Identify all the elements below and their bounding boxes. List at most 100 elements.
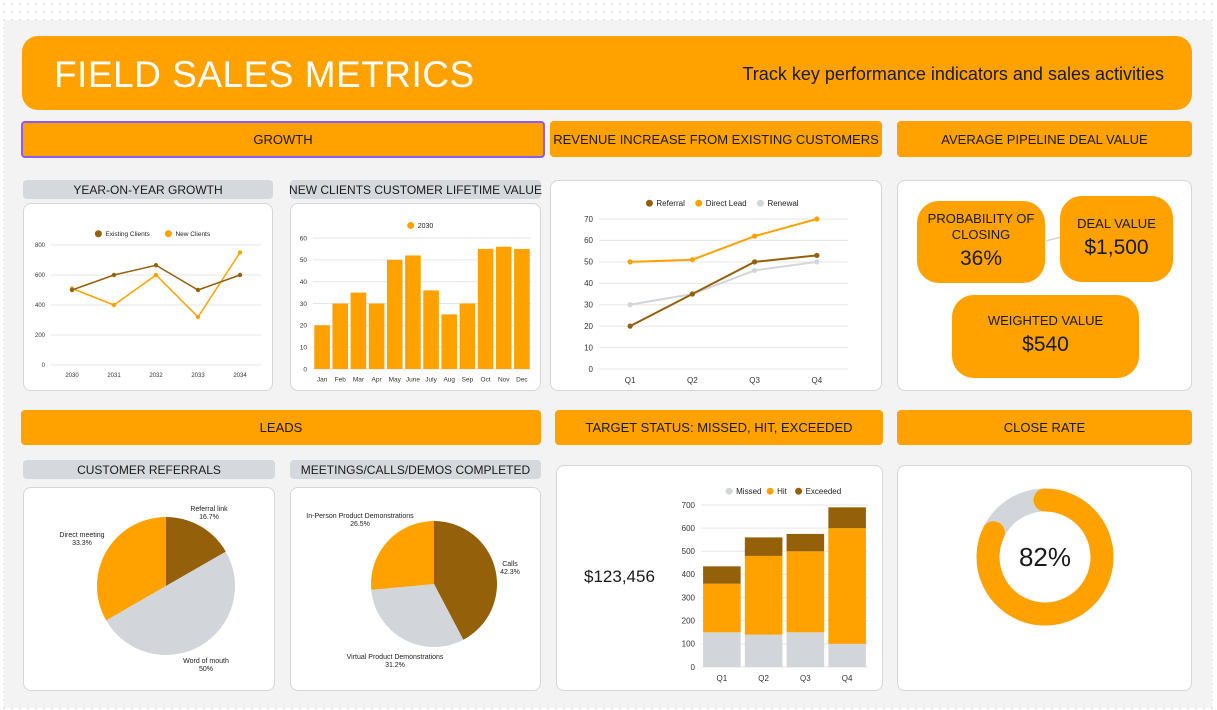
clv-ytick-2: 20 <box>300 323 308 330</box>
clv-ytick-3: 30 <box>300 301 308 308</box>
clv-bar-0-2 <box>350 292 367 369</box>
clv-ytick-0: 0 <box>303 366 307 373</box>
section-header-target[interactable]: TARGET STATUS: MISSED, HIT, EXCEEDED <box>555 410 883 445</box>
meetings-chart-card: Calls 42.3% Virtual Product Demonstrations… <box>290 487 541 691</box>
revenue-point-0-1 <box>689 291 695 297</box>
deal-value-pill: DEAL VALUE $1,500 <box>1060 196 1173 282</box>
clv-xtick-6: July <box>425 377 437 384</box>
revenue-legend-label-2: Renewal <box>767 199 798 208</box>
referrals-slice-pct-2: 33.3% <box>72 540 92 547</box>
subheader-clv: NEW CLIENTS CUSTOMER LIFETIME VALUE <box>289 180 542 199</box>
yoy-xtick-4: 2034 <box>233 373 247 379</box>
yoy-legend-marker-1 <box>164 230 172 238</box>
target-ytick-0: 0 <box>691 663 696 672</box>
revenue-series-line-1 <box>630 218 818 263</box>
target-bar-0-0 <box>703 632 741 667</box>
yoy-ytick-0: 0 <box>42 363 46 369</box>
revenue-point-1-2 <box>752 233 758 239</box>
clv-xtick-8: Sep <box>462 377 474 384</box>
referrals-slice-2 <box>96 517 166 621</box>
yoy-ytick-3: 600 <box>35 273 46 279</box>
page-title: FIELD SALES METRICS <box>54 54 475 95</box>
target-total-value: $123,456 <box>584 567 655 586</box>
page-subtitle: Track key performance indicators and sal… <box>742 64 1164 84</box>
subheader-yoy: YEAR-ON-YEAR GROWTH <box>23 180 273 199</box>
meetings-slice-1 <box>371 584 464 647</box>
revenue-series-line-2 <box>629 260 818 306</box>
section-header-growth[interactable]: GROWTH <box>21 121 545 158</box>
target-ytick-6: 600 <box>682 524 696 533</box>
target-legend-label-2: Exceeded <box>806 487 842 496</box>
yoy-xtick-0: 2030 <box>65 373 79 379</box>
clv-xtick-5: June <box>406 377 420 384</box>
target-xtick-2: Q3 <box>800 674 811 683</box>
clv-xtick-10: Nov <box>498 377 510 384</box>
section-header-leads[interactable]: LEADS <box>21 410 541 445</box>
close-rate-label: 82% <box>1019 542 1071 572</box>
section-header-close-rate[interactable]: CLOSE RATE <box>897 410 1192 445</box>
deal-value-label: DEAL VALUE <box>1077 216 1156 231</box>
revenue-legend-label-1: Direct Lead <box>706 199 747 208</box>
yoy-point-0-2 <box>153 263 159 268</box>
probability-value: 36% <box>959 247 1003 270</box>
referrals-slice-label-0: Referral link <box>190 506 228 513</box>
revenue-ytick-4: 40 <box>584 279 593 288</box>
clv-xtick-1: Feb <box>335 377 347 384</box>
deal-value-value: $1,500 <box>1084 236 1149 259</box>
section-header-pipeline[interactable]: AVERAGE PIPELINE DEAL VALUE <box>897 121 1192 157</box>
clv-xtick-7: Aug <box>443 377 455 384</box>
target-legend-marker-1 <box>766 487 774 495</box>
subheader-meetings: MEETINGS/CALLS/DEMOS COMPLETED <box>290 460 541 479</box>
target-ytick-4: 400 <box>682 570 696 579</box>
yoy-xtick-2: 2032 <box>149 373 163 379</box>
meetings-slice-pct-1: 31.2% <box>385 662 405 669</box>
yoy-line-chart: 0 200 400 600 800 2030 2031 2032 2033 2034 Existin… <box>35 230 261 379</box>
close-rate-card: 82% <box>897 465 1192 691</box>
yoy-ytick-2: 400 <box>35 303 46 309</box>
referrals-chart-card: Referral link 16.7% Word of mouth 50% Direct… <box>23 487 275 691</box>
revenue-ytick-3: 30 <box>584 301 593 310</box>
revenue-xtick-0: Q1 <box>625 376 636 385</box>
revenue-point-0-2 <box>752 259 758 265</box>
revenue-point-2-2 <box>752 267 758 274</box>
revenue-chart-card: 0 10 20 30 40 50 60 70 Q1 Q2 Q3 Q4 Referral Direct Le… <box>550 180 882 391</box>
probability-pill: PROBABILITY OF CLOSING 36% <box>917 201 1045 283</box>
referrals-slice-pct-0: 16.7% <box>199 514 219 521</box>
target-ytick-7: 700 <box>682 501 696 510</box>
clv-xtick-9: Oct <box>481 377 491 384</box>
probability-label: PROBABILITY OF CLOSING <box>927 211 1035 242</box>
target-xtick-3: Q4 <box>842 674 853 683</box>
target-bar-1-2 <box>786 551 825 633</box>
target-ytick-2: 200 <box>682 617 696 626</box>
clv-bar-0-3 <box>368 303 385 369</box>
target-bar-0-3 <box>828 643 866 667</box>
referrals-slice-pct-1: 50% <box>199 666 213 673</box>
yoy-point-0-4 <box>237 272 243 278</box>
yoy-point-0-0 <box>69 287 75 293</box>
yoy-point-0-1 <box>111 272 117 278</box>
yoy-legend-label-0: Existing Clients <box>105 231 150 238</box>
yoy-point-1-2 <box>153 272 159 278</box>
target-legend-marker-2 <box>795 487 803 495</box>
referrals-slice-label-1: Word of mouth <box>183 658 229 665</box>
yoy-ytick-1: 200 <box>35 333 46 339</box>
meetings-slice-pct-0: 42.3% <box>500 569 520 576</box>
meetings-slice-0 <box>434 521 497 640</box>
target-bar-1-0 <box>703 583 741 633</box>
target-stacked-bar-chart: 0 100 200 300 400 500 600 700 Q1 Q2 Q3 Q4 Missed Hit E… <box>682 487 868 683</box>
section-header-revenue[interactable]: REVENUE INCREASE FROM EXISTING CUSTOMERS <box>550 121 882 157</box>
clv-bar-0-1 <box>332 303 349 369</box>
yoy-point-1-1 <box>111 302 117 308</box>
yoy-point-1-3 <box>195 314 201 320</box>
revenue-point-0-0 <box>627 323 633 329</box>
clv-bar-0-5 <box>405 255 421 369</box>
pipeline-card: PROBABILITY OF CLOSING 36% DEAL VALUE $1… <box>897 180 1192 391</box>
referrals-slice-1 <box>106 551 235 655</box>
revenue-series-line-0 <box>629 254 817 328</box>
yoy-legend-marker-0 <box>94 230 102 238</box>
clv-bar-0-6 <box>423 290 439 369</box>
